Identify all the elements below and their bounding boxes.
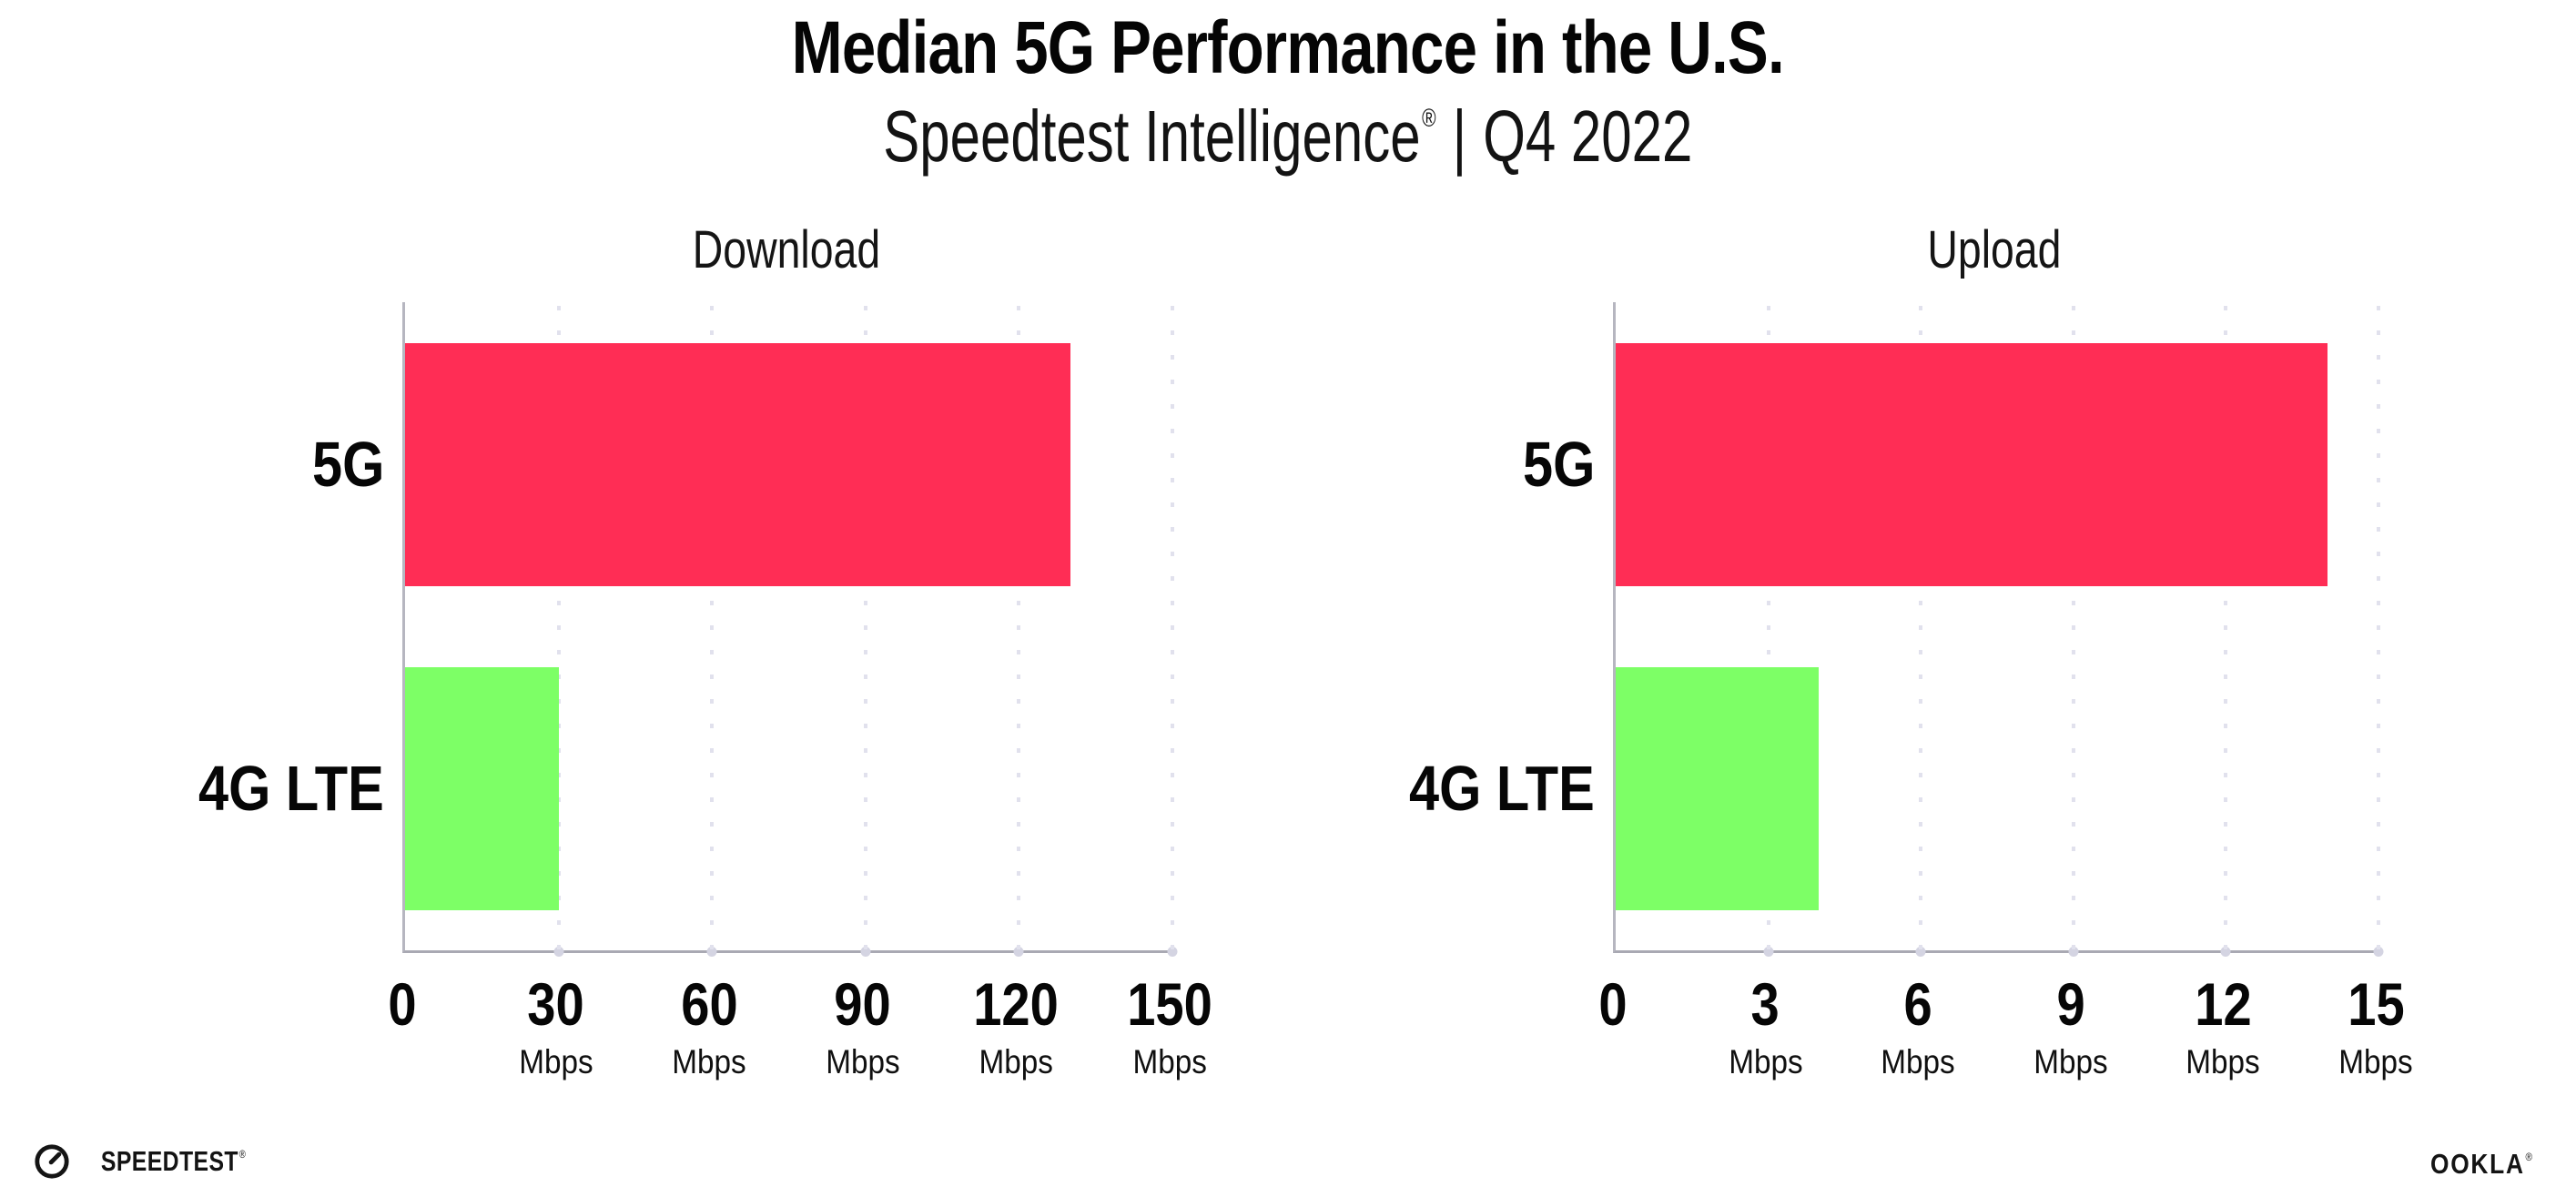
- download-chart: Download 5G 4G LTE 0 30 Mbps 60 Mbps 90 Mbps 12…: [0, 211, 1288, 1132]
- gridline: [1171, 306, 1174, 950]
- gridline: [1919, 306, 1923, 950]
- x-tick-unit: Mbps: [1132, 1043, 1207, 1080]
- x-tick-unit: Mbps: [1728, 1043, 1803, 1080]
- ookla-logo-text: OOKLA®: [2430, 1148, 2534, 1180]
- x-tick-value: 90: [834, 970, 892, 1038]
- x-tick-label: 60 Mbps: [668, 974, 750, 1079]
- x-tick-label: 0: [1597, 974, 1630, 1034]
- gridline: [2224, 306, 2228, 950]
- upload-y-labels: 5G 4G LTE: [1288, 302, 1595, 950]
- x-tick-label: 12 Mbps: [2182, 974, 2264, 1079]
- upload-chart: Upload 5G 4G LTE 0 3 Mbps 6 Mbps 9 Mbps 12 Mbps 1…: [1288, 211, 2576, 1132]
- upload-plot-area: [1613, 302, 2384, 957]
- x-tick-label: 0: [386, 974, 420, 1034]
- registered-mark: ®: [238, 1148, 247, 1161]
- speedtest-logo-text: SPEEDTEST®: [100, 1145, 247, 1177]
- axis-tick-dot: [2373, 947, 2384, 957]
- x-tick-unit: Mbps: [518, 1043, 593, 1080]
- axis-tick-dot: [1915, 947, 1926, 957]
- x-tick-unit: Mbps: [826, 1043, 900, 1080]
- ookla-logo: OOKLA®: [2421, 1148, 2543, 1181]
- axis-tick-dot: [706, 947, 717, 957]
- x-tick-label: 30 Mbps: [514, 974, 596, 1079]
- x-tick-value: 15: [2347, 970, 2405, 1038]
- upload-bar-4g-lte: [1616, 666, 1820, 910]
- download-bar-5g: [405, 342, 1070, 586]
- upload-bar-5g: [1616, 342, 2328, 586]
- subtitle-divider: |: [1452, 96, 1467, 178]
- registered-mark: ®: [2525, 1151, 2534, 1163]
- x-tick-value: 3: [1750, 970, 1780, 1038]
- x-tick-unit: Mbps: [1881, 1043, 1955, 1080]
- subtitle-period: Q4 2022: [1483, 96, 1693, 178]
- x-tick-label: 15 Mbps: [2335, 974, 2417, 1079]
- page-title: Median 5G Performance in the U.S.: [791, 6, 1785, 89]
- download-plot-area: [402, 302, 1178, 957]
- subtitle-brand: Speedtest Intelligence: [883, 96, 1421, 178]
- x-tick-value: 12: [2195, 970, 2252, 1038]
- x-tick-label: 6 Mbps: [1877, 974, 1959, 1079]
- category-label-4g-lte: 4G LTE: [1409, 753, 1595, 824]
- x-tick-value: 60: [680, 970, 738, 1038]
- category-label-5g: 5G: [311, 429, 384, 500]
- category-label-4g-lte: 4G LTE: [198, 753, 384, 824]
- gridline: [863, 306, 867, 950]
- gridline: [556, 306, 561, 950]
- x-tick-unit: Mbps: [2338, 1043, 2413, 1080]
- speedtest-logo: SPEEDTEST®: [33, 1142, 264, 1181]
- page-subtitle: Speedtest Intelligence® | Q4 2022: [0, 98, 2576, 175]
- x-tick-unit: Mbps: [2186, 1043, 2261, 1080]
- upload-chart-title: Upload: [1927, 220, 2062, 279]
- x-tick-label: 120 Mbps: [966, 974, 1066, 1079]
- x-tick-value: 6: [1903, 970, 1932, 1038]
- header: Median 5G Performance in the U.S. Speedt…: [0, 0, 2576, 175]
- registered-mark: ®: [1422, 104, 1436, 133]
- x-tick-value: 0: [1598, 970, 1628, 1038]
- x-tick-value: 9: [2056, 970, 2085, 1038]
- category-label-5g: 5G: [1522, 429, 1595, 500]
- gridline: [1766, 306, 1770, 950]
- axis-tick-dot: [860, 947, 871, 957]
- axis-tick-dot: [1763, 947, 1774, 957]
- axis-tick-dot: [2068, 947, 2079, 957]
- axis-tick-dot: [1013, 947, 1024, 957]
- gridline: [710, 306, 715, 950]
- upload-x-axis: 0 3 Mbps 6 Mbps 9 Mbps 12 Mbps 15 Mbps: [1598, 950, 2412, 1132]
- gridline: [2071, 306, 2075, 950]
- axis-tick-dot: [553, 947, 564, 957]
- gridline: [1017, 306, 1021, 950]
- x-tick-label: 3 Mbps: [1724, 974, 1806, 1079]
- download-chart-title: Download: [692, 220, 880, 279]
- download-y-labels: 5G 4G LTE: [0, 302, 384, 950]
- x-tick-value: 0: [388, 970, 417, 1038]
- download-x-axis: 0 30 Mbps 60 Mbps 90 Mbps 120 Mbps 150 Mbps: [388, 950, 1212, 1132]
- x-tick-value: 30: [527, 970, 584, 1038]
- axis-tick-dot: [1167, 947, 1178, 957]
- axis-tick-dot: [2220, 947, 2231, 957]
- x-tick-label: 150 Mbps: [1120, 974, 1220, 1079]
- charts-row: Download 5G 4G LTE 0 30 Mbps 60 Mbps 90 Mbps 12…: [0, 211, 2576, 1132]
- gridline: [2377, 306, 2380, 950]
- speedtest-gauge-icon: [35, 1144, 69, 1179]
- x-tick-value: 120: [973, 970, 1060, 1038]
- x-tick-unit: Mbps: [2033, 1043, 2108, 1080]
- x-tick-unit: Mbps: [672, 1043, 746, 1080]
- download-bar-4g-lte: [405, 666, 559, 910]
- x-tick-value: 150: [1127, 970, 1212, 1038]
- x-tick-label: 90 Mbps: [822, 974, 904, 1079]
- x-tick-unit: Mbps: [979, 1043, 1054, 1080]
- x-tick-label: 9 Mbps: [2030, 974, 2112, 1079]
